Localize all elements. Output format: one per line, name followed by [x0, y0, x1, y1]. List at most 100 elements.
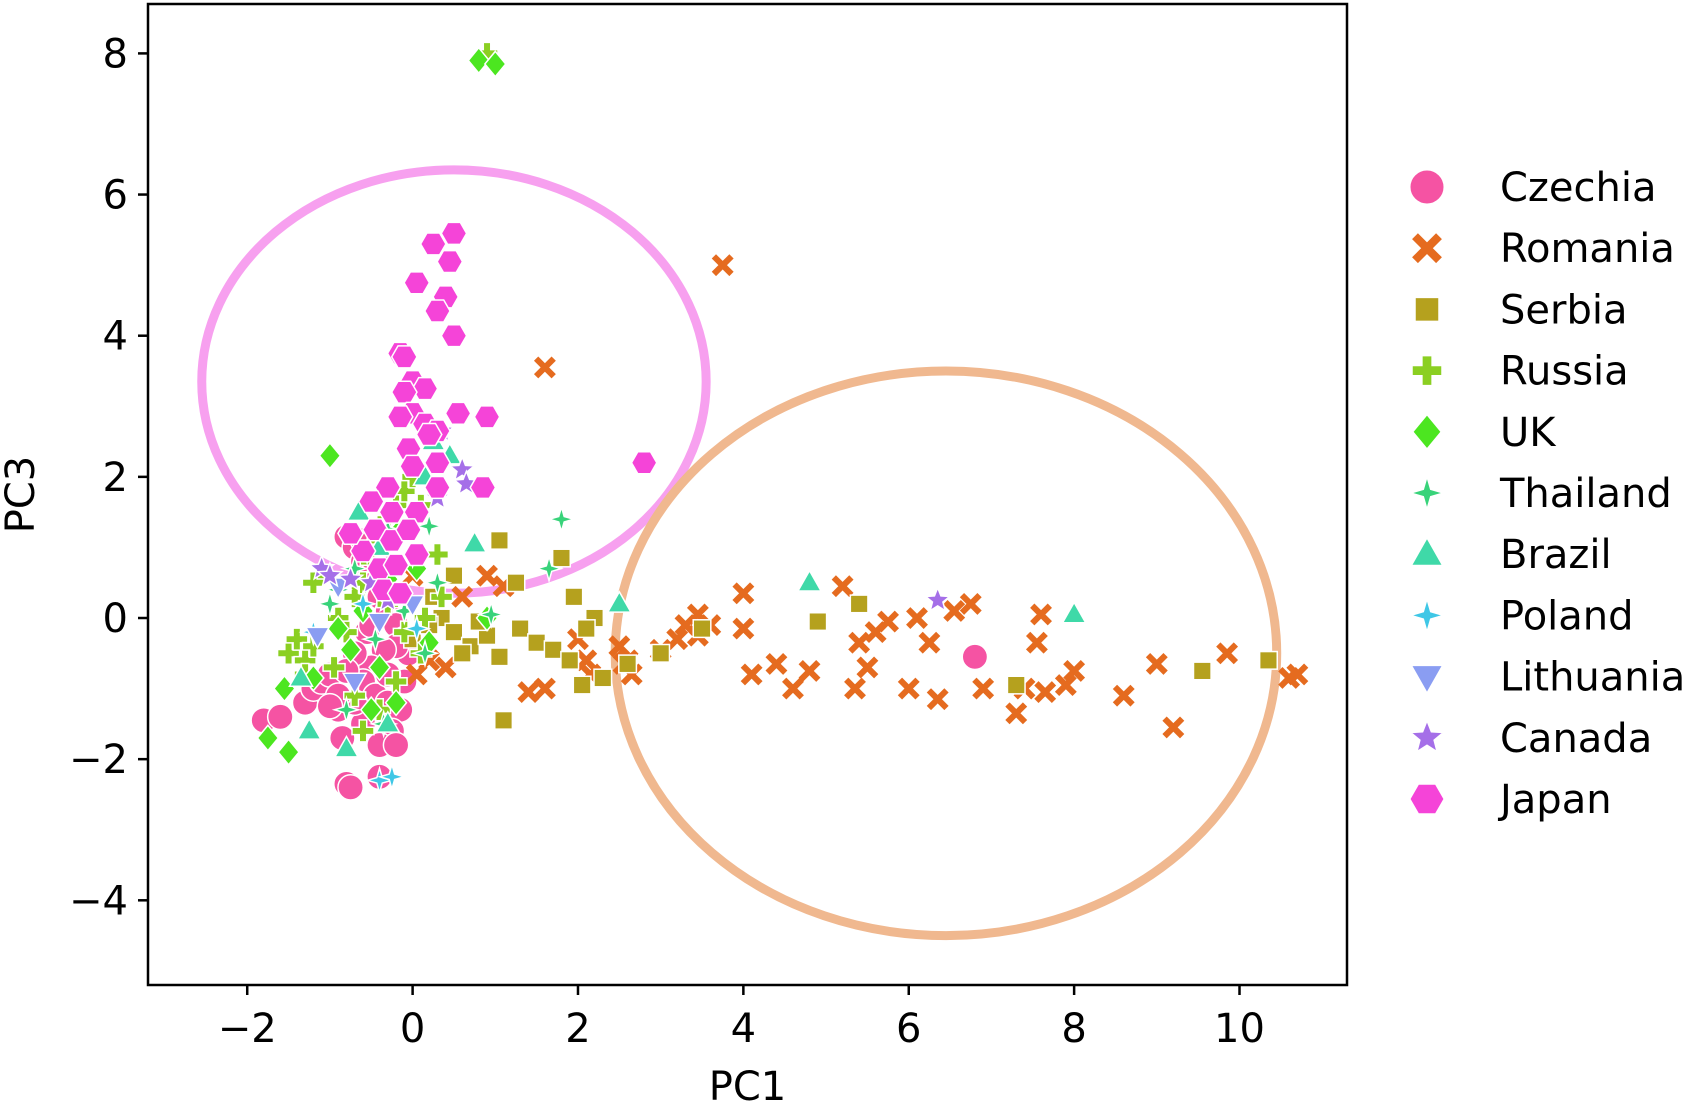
point-uk-0 [467, 46, 491, 75]
legend-item-serbia: Serbia [1414, 287, 1627, 333]
point-japan-18 [415, 422, 443, 447]
point-lithuania-4 [341, 672, 368, 696]
point-romania-30 [848, 631, 871, 654]
legend-marker-serbia [1414, 296, 1440, 323]
point-romania-3 [476, 564, 498, 587]
point-serbia-6 [444, 622, 464, 642]
point-czechia-29 [382, 731, 410, 759]
legend-label: Japan [1497, 777, 1612, 823]
legend-item-russia: Russia [1411, 349, 1629, 395]
point-romania-12 [575, 649, 598, 672]
legend-item-uk: UK [1411, 410, 1557, 456]
point-canada-6 [336, 564, 365, 592]
x-tick-label: 8 [1061, 1006, 1086, 1052]
point-serbia-16 [576, 619, 596, 639]
point-uk-9 [339, 635, 363, 664]
point-canada-1 [448, 455, 477, 482]
point-uk-1 [483, 50, 507, 78]
point-serbia-14 [564, 587, 584, 607]
point-poland-3 [348, 589, 378, 619]
x-tick-label: 0 [400, 1006, 425, 1052]
point-thailand-15 [414, 511, 444, 542]
point-japan-20 [423, 451, 451, 475]
legend-item-czechia: Czechia [1409, 165, 1657, 211]
legend-label: Lithuania [1500, 655, 1685, 701]
point-uk-2 [318, 441, 342, 470]
point-canada-5 [315, 560, 344, 588]
point-japan-35 [630, 451, 658, 475]
point-uk-17 [368, 653, 391, 682]
legend-label: Serbia [1500, 287, 1627, 333]
point-thailand-12 [331, 694, 362, 725]
point-japan-36 [423, 475, 451, 500]
y-tick-label: 8 [103, 31, 128, 77]
point-romania-22 [732, 582, 755, 605]
point-romania-14 [608, 635, 631, 658]
point-romania-10 [533, 677, 556, 700]
point-romania-28 [831, 575, 854, 598]
legend-item-brazil: Brazil [1409, 532, 1612, 578]
point-thailand-1 [534, 553, 564, 584]
point-romania-49 [1145, 652, 1168, 675]
point-japan-26 [403, 500, 431, 524]
point-uk-7 [359, 695, 383, 724]
legend-item-lithuania: Lithuania [1409, 655, 1685, 701]
point-russia-25 [342, 683, 367, 708]
point-romania-29 [844, 677, 866, 700]
legend-marker-poland [1407, 596, 1447, 635]
point-romania-48 [1112, 684, 1135, 707]
point-japan-21 [399, 454, 427, 478]
legend: Czechia Romania Serbia Russia UK Thailand Braz… [1407, 165, 1685, 823]
point-uk-5 [273, 674, 296, 703]
point-brazil-2 [796, 569, 823, 592]
point-romania-41 [1005, 702, 1028, 725]
point-serbia-18 [593, 668, 613, 688]
point-czechia-9 [337, 773, 364, 801]
point-japan-5 [423, 299, 451, 323]
point-russia-7 [301, 570, 326, 595]
y-axis-label: PC3 [0, 456, 44, 534]
legend-marker-czechia [1409, 169, 1445, 205]
point-czechia-33 [316, 692, 344, 720]
point-romania-8 [405, 663, 428, 686]
point-japan-16 [473, 405, 501, 429]
point-serbia-13 [543, 640, 563, 660]
point-romania-5 [451, 585, 474, 608]
point-uk-16 [326, 614, 350, 643]
point-romania-9 [517, 681, 540, 704]
x-axis: −2 0 2 4 6 8 10 [218, 985, 1265, 1052]
legend-item-japan: Japan [1408, 777, 1612, 823]
point-serbia-21 [618, 654, 638, 674]
x-tick-label: −2 [218, 1006, 277, 1052]
point-thailand-8 [315, 589, 345, 619]
point-serbia-1 [551, 548, 571, 568]
y-tick-label: 0 [103, 596, 128, 642]
x-tick-label: 6 [896, 1006, 921, 1052]
legend-item-romania: Romania [1412, 226, 1675, 272]
point-serbia-20 [494, 710, 514, 730]
point-japan-1 [440, 221, 468, 246]
legend-label: Romania [1500, 226, 1675, 272]
point-russia-24 [351, 719, 375, 743]
point-russia-1 [276, 641, 301, 666]
y-tick-label: 6 [103, 173, 128, 219]
point-serbia-19 [572, 675, 592, 695]
point-russia-26 [322, 655, 346, 680]
point-lithuania-0 [304, 626, 331, 650]
point-brazil-7 [288, 664, 314, 687]
point-serbia-27 [1192, 661, 1212, 681]
point-japan-37 [337, 521, 365, 546]
point-uk-8 [384, 688, 408, 717]
point-romania-47 [1063, 659, 1086, 682]
legend-label: Czechia [1500, 165, 1657, 211]
point-serbia-2 [506, 573, 526, 593]
legend-label: UK [1500, 410, 1557, 456]
legend-label: Canada [1500, 716, 1652, 762]
point-japan-3 [403, 271, 431, 295]
point-poland-4 [401, 613, 432, 644]
point-japan-22 [469, 475, 497, 500]
point-lithuania-2 [366, 612, 393, 636]
legend-marker-japan [1408, 783, 1446, 815]
point-japan-33 [394, 518, 422, 542]
